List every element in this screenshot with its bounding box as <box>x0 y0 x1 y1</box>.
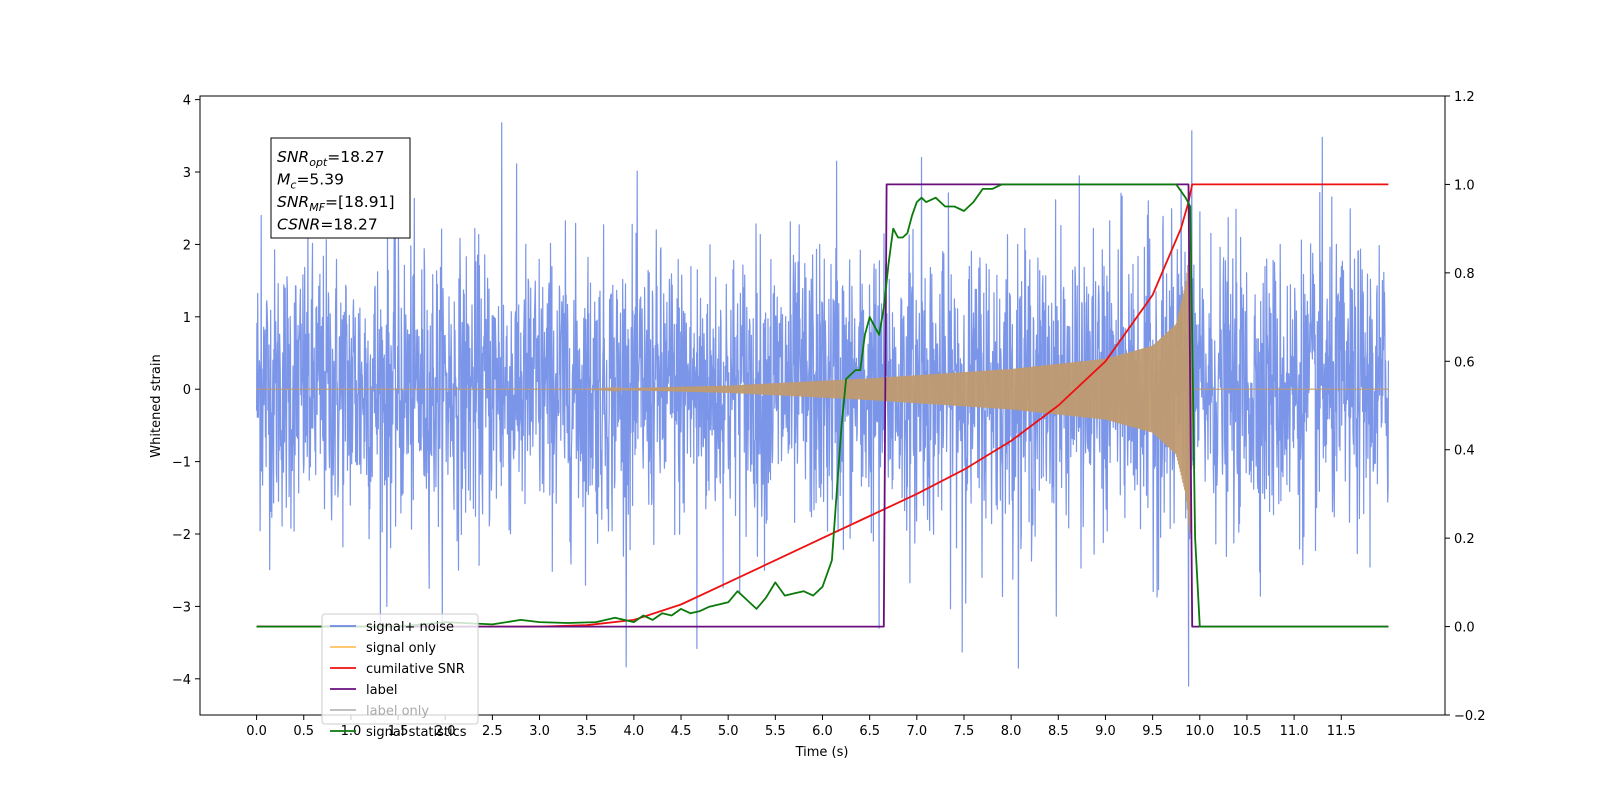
x-tick-label: 5.5 <box>765 724 786 739</box>
x-tick-label: 2.5 <box>482 724 503 739</box>
x-tick-label: 11.0 <box>1280 724 1309 739</box>
x-tick-label: 0.0 <box>246 724 267 739</box>
annotation-value: =5.39 <box>296 171 344 189</box>
y-left-tick-label: −3 <box>172 600 191 615</box>
annotation-frame <box>270 137 411 239</box>
y-right-tick-label: 0.6 <box>1454 355 1475 370</box>
annotation-line: CSNR=18.27 <box>277 216 378 234</box>
legend: signal+ noise signal only cumilative SNR la… <box>321 613 479 740</box>
x-axis-ticks: 0.0 0.5 1.0 1.5 2.0 2.5 3.0 3.5 4.0 4.5 5.0 5.5 6.0 6… <box>246 715 1356 739</box>
annotation-symbol: SNR <box>277 193 309 211</box>
x-tick-label: 7.5 <box>954 724 975 739</box>
annotation-symbol: CSNR <box>277 216 320 234</box>
y-right-tick-label: 1.0 <box>1454 178 1475 193</box>
y-right-tick-label: 0.2 <box>1454 532 1475 547</box>
x-tick-label: 1.5 <box>388 724 409 739</box>
y-left-tick-label: 0 <box>183 383 191 398</box>
annotation-subscript: opt <box>309 156 328 169</box>
y-left-tick-label: 3 <box>183 166 191 181</box>
annotation-value: =18.27 <box>320 216 377 234</box>
y-right-tick-label: −0.2 <box>1454 709 1486 724</box>
legend-label: signal only <box>366 641 436 656</box>
annotation-line: Mc=5.39 <box>277 171 344 192</box>
annotation-line: SNRMF=[18.91] <box>277 193 395 214</box>
x-tick-label: 9.0 <box>1095 724 1116 739</box>
legend-label: signal+ noise <box>366 620 454 635</box>
x-tick-label: 2.0 <box>435 724 456 739</box>
x-tick-label: 8.0 <box>1001 724 1022 739</box>
x-tick-label: 6.5 <box>859 724 880 739</box>
x-tick-label: 10.0 <box>1185 724 1214 739</box>
series-signal-only-line <box>256 240 1389 534</box>
x-tick-label: 4.5 <box>671 724 692 739</box>
legend-label: cumilative SNR <box>366 662 465 677</box>
y-axis-left-label: Whitened strain <box>149 354 164 457</box>
x-tick-label: 0.5 <box>293 724 314 739</box>
y-left-tick-label: −1 <box>172 456 191 471</box>
legend-label: label <box>366 683 397 698</box>
x-axis-label: Time (s) <box>795 745 849 760</box>
annotation-symbol: M <box>277 171 290 189</box>
x-tick-label: 3.0 <box>529 724 550 739</box>
x-tick-label: 8.5 <box>1048 724 1069 739</box>
legend-frame <box>321 613 479 725</box>
y-left-tick-label: 2 <box>183 238 191 253</box>
series-signal-statistics-line <box>256 183 1389 628</box>
annotation-value: =[18.91] <box>325 193 394 211</box>
annotation-symbol: SNR <box>277 148 309 166</box>
x-tick-label: 5.0 <box>718 724 739 739</box>
annotation-subscript: MF <box>309 201 325 214</box>
x-tick-label: 3.5 <box>576 724 597 739</box>
y-right-tick-label: 0.4 <box>1454 444 1475 459</box>
x-tick-label: 6.0 <box>812 724 833 739</box>
annotation-value: =18.27 <box>327 148 384 166</box>
x-tick-label: 11.5 <box>1327 724 1356 739</box>
y-left-tick-label: −4 <box>172 673 191 688</box>
annotation-line: SNRopt=18.27 <box>277 148 385 169</box>
y-right-tick-label: 0.0 <box>1454 621 1475 636</box>
x-tick-label: 4.0 <box>624 724 645 739</box>
x-tick-label: 10.5 <box>1232 724 1261 739</box>
x-tick-label: 7.0 <box>906 724 927 739</box>
annotation-subscript: c <box>290 179 296 192</box>
y-axis-left-ticks: 4 3 2 1 0 −1 −2 −3 −4 <box>172 94 200 688</box>
plot-area <box>256 122 1390 687</box>
legend-label: label only <box>366 704 429 719</box>
y-axis-right-ticks: 1.2 1.0 0.8 0.6 0.4 0.2 0.0 −0.2 <box>1445 90 1486 724</box>
x-tick-label: 9.5 <box>1142 724 1163 739</box>
y-right-tick-label: 0.8 <box>1454 267 1475 282</box>
y-left-tick-label: 4 <box>183 94 191 109</box>
y-right-tick-label: 1.2 <box>1454 90 1475 105</box>
y-left-tick-label: −2 <box>172 528 191 543</box>
y-left-tick-label: 1 <box>183 311 191 326</box>
series-signal-noise-line <box>256 122 1390 687</box>
legend-label: signal statistics <box>366 725 467 740</box>
snr-annotation-box: SNRopt=18.27Mc=5.39SNRMF=[18.91]CSNR=18.… <box>270 137 411 239</box>
